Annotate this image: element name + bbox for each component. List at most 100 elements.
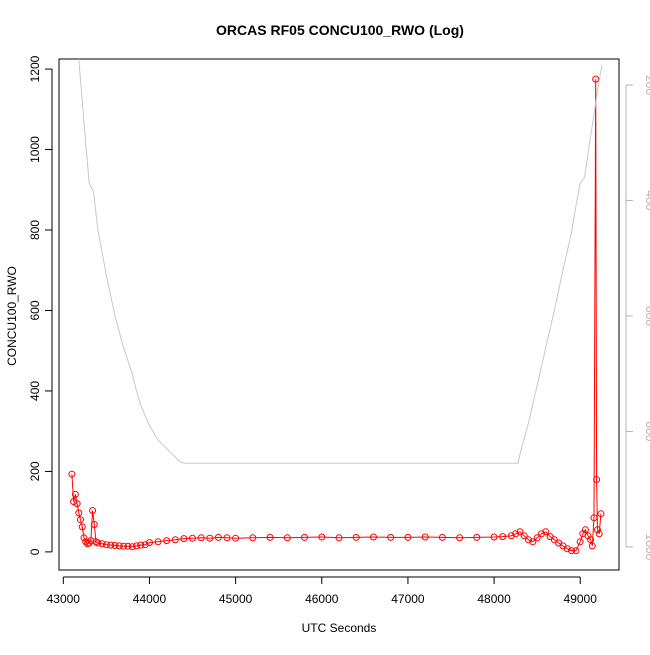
chart-title: ORCAS RF05 CONCU100_RWO (Log) bbox=[216, 22, 464, 38]
data-point bbox=[154, 538, 162, 546]
y-tick-label: 0 bbox=[28, 548, 42, 555]
x-tick-label: 49000 bbox=[564, 592, 598, 606]
data-point bbox=[593, 476, 601, 483]
data-point bbox=[538, 530, 545, 538]
data-point bbox=[572, 547, 580, 555]
data-point bbox=[520, 532, 528, 540]
data-point bbox=[111, 542, 119, 549]
axes-layer: 43000 44000 45000 46000 47000 48000 49000 0 200 4… bbox=[28, 55, 650, 606]
data-point bbox=[197, 534, 205, 542]
pressure-line bbox=[78, 59, 603, 464]
data-point bbox=[387, 533, 395, 541]
x-tick-label: 43000 bbox=[47, 592, 81, 606]
data-point bbox=[249, 534, 257, 542]
data-point bbox=[266, 533, 274, 541]
x-tick-label: 44000 bbox=[133, 592, 167, 606]
data-point bbox=[421, 533, 429, 541]
data-point bbox=[473, 533, 481, 541]
data-point bbox=[438, 533, 446, 541]
data-point bbox=[75, 509, 83, 517]
data-point bbox=[588, 542, 596, 550]
data-point bbox=[516, 528, 524, 536]
data-point bbox=[206, 534, 214, 542]
data-point bbox=[78, 523, 86, 531]
data-point bbox=[102, 541, 110, 549]
y-axis-title: CONCU100_RWO bbox=[5, 266, 19, 366]
series-layer bbox=[68, 59, 605, 555]
x-tick-label: 47000 bbox=[391, 592, 425, 606]
data-point bbox=[597, 510, 605, 518]
data-point bbox=[107, 541, 115, 549]
data-point bbox=[533, 534, 541, 542]
data-point bbox=[581, 526, 589, 534]
data-point bbox=[335, 534, 343, 542]
data-point bbox=[590, 514, 598, 522]
data-point bbox=[529, 538, 537, 546]
data-point bbox=[370, 533, 377, 541]
data-point bbox=[512, 530, 520, 538]
y-tick-label: 1000 bbox=[28, 136, 42, 163]
data-point bbox=[189, 534, 196, 542]
y-tick-label: 200 bbox=[28, 461, 42, 481]
y2-tick-label: 1000 bbox=[643, 534, 650, 561]
data-point bbox=[146, 539, 153, 547]
concentration-line bbox=[71, 79, 602, 552]
data-point bbox=[141, 541, 149, 549]
data-point bbox=[124, 542, 132, 550]
data-point bbox=[68, 470, 76, 478]
y2-tick-label: 600 bbox=[643, 306, 650, 326]
data-point bbox=[90, 521, 98, 528]
data-point bbox=[133, 542, 140, 550]
data-point bbox=[120, 542, 128, 550]
data-point bbox=[563, 545, 571, 553]
data-point bbox=[301, 533, 308, 541]
data-point bbox=[171, 536, 179, 544]
data-point bbox=[507, 532, 515, 540]
data-point bbox=[94, 539, 102, 547]
data-point bbox=[499, 533, 507, 541]
data-point bbox=[592, 75, 600, 83]
y-tick-label: 1200 bbox=[28, 55, 42, 82]
x-axis-title: UTC Seconds bbox=[302, 621, 377, 635]
data-point bbox=[80, 534, 88, 542]
data-point bbox=[70, 498, 78, 506]
data-point bbox=[89, 507, 97, 514]
data-point bbox=[594, 526, 601, 534]
x-tick-label: 45000 bbox=[219, 592, 253, 606]
data-point bbox=[587, 536, 595, 544]
data-point bbox=[542, 528, 550, 536]
data-point bbox=[576, 538, 584, 546]
x-tick-label: 46000 bbox=[305, 592, 339, 606]
data-point bbox=[595, 530, 603, 538]
y2-tick-label: 200 bbox=[643, 75, 650, 95]
data-point bbox=[404, 533, 412, 541]
y2-tick-label: 800 bbox=[643, 421, 650, 441]
data-point bbox=[92, 538, 100, 546]
data-point bbox=[82, 538, 90, 546]
x-tick-label: 48000 bbox=[477, 592, 511, 606]
y-tick-label: 600 bbox=[28, 300, 42, 320]
data-point bbox=[71, 490, 79, 498]
data-point bbox=[87, 537, 95, 545]
data-point bbox=[73, 500, 81, 508]
plot-frame bbox=[58, 58, 620, 571]
data-point bbox=[223, 534, 231, 542]
data-point bbox=[77, 516, 84, 524]
data-point bbox=[352, 533, 360, 541]
data-point bbox=[318, 533, 326, 541]
data-point bbox=[128, 543, 136, 551]
y-tick-label: 800 bbox=[28, 220, 42, 240]
data-point bbox=[525, 536, 532, 544]
y2-tick-label: 400 bbox=[643, 190, 650, 210]
data-point bbox=[163, 537, 171, 545]
data-point bbox=[115, 542, 123, 550]
data-point bbox=[98, 540, 106, 548]
data-point bbox=[180, 535, 188, 543]
y-tick-label: 400 bbox=[28, 381, 42, 401]
data-point bbox=[214, 533, 222, 541]
data-point bbox=[232, 534, 240, 542]
data-point bbox=[137, 541, 145, 549]
data-point bbox=[568, 547, 576, 555]
data-point bbox=[283, 534, 291, 542]
